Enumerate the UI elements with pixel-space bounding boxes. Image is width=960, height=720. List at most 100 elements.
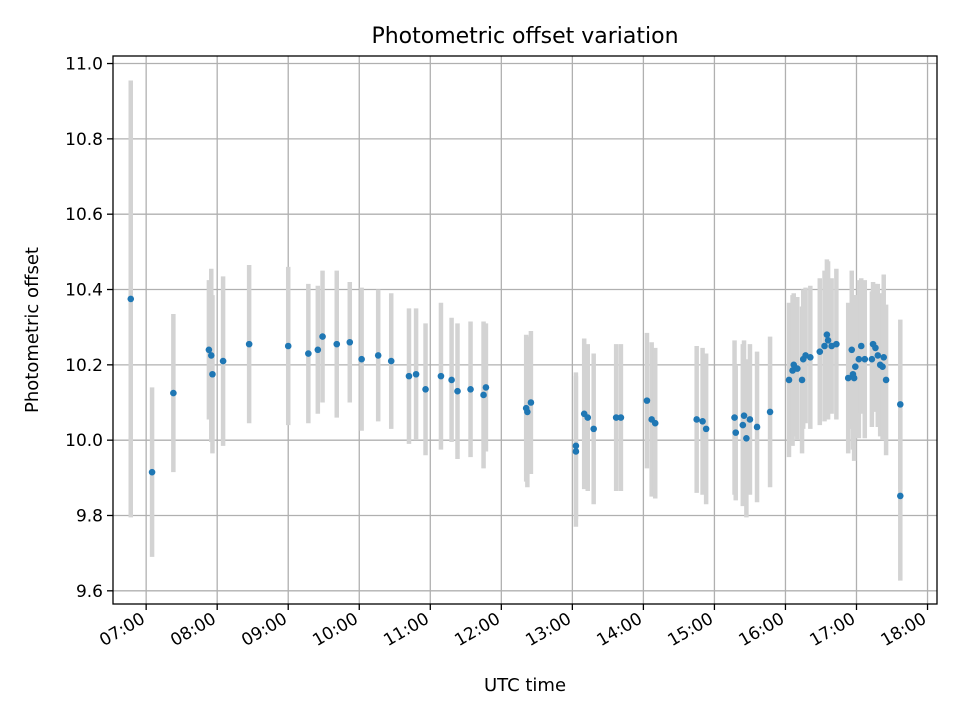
x-tick-label: 16:00	[736, 609, 788, 651]
data-point	[643, 397, 651, 404]
data-point	[467, 386, 474, 393]
data-point	[346, 338, 354, 346]
x-tick-label: 07:00	[96, 609, 148, 651]
data-point	[857, 342, 865, 350]
data-point	[305, 350, 312, 357]
data-point	[896, 492, 904, 500]
y-axis-label: Photometric offset	[22, 247, 43, 413]
y-axis-ticks: 9.6 9.8 10.0 10.2 10.4 10.6 10.8 11.0	[65, 55, 113, 602]
data-points	[127, 295, 904, 500]
data-point	[798, 376, 806, 384]
data-point	[821, 342, 828, 350]
x-tick-label: 14:00	[593, 609, 645, 651]
data-point	[880, 354, 888, 361]
data-point	[482, 384, 490, 391]
data-point	[816, 348, 824, 355]
data-point	[824, 337, 832, 344]
data-point	[219, 357, 227, 365]
data-point	[823, 331, 831, 339]
x-tick-label: 12:00	[451, 609, 503, 651]
data-point	[284, 342, 292, 350]
plot-frame	[112, 55, 938, 605]
x-tick-label: 08:00	[167, 609, 219, 651]
data-point	[524, 408, 531, 416]
data-point	[148, 468, 156, 476]
data-point	[855, 355, 863, 363]
y-tick-label: 10.6	[65, 205, 103, 225]
data-point	[753, 423, 761, 431]
data-point	[785, 376, 793, 384]
data-point	[412, 370, 420, 378]
x-tick-label: 18:00	[878, 609, 930, 651]
grid-lines	[113, 56, 937, 604]
data-point	[766, 408, 774, 416]
data-point	[205, 346, 213, 354]
y-tick-label: 10.4	[65, 281, 103, 301]
data-point	[807, 354, 814, 361]
data-point	[584, 414, 592, 421]
data-point	[732, 429, 740, 436]
data-point	[872, 344, 879, 352]
data-point	[314, 346, 322, 354]
data-point	[861, 355, 869, 363]
data-point	[879, 363, 886, 371]
data-point	[437, 372, 445, 380]
y-tick-label: 10.0	[65, 431, 103, 451]
data-point	[358, 355, 365, 363]
data-point	[612, 414, 620, 421]
data-point	[405, 372, 413, 380]
x-tick-label: 17:00	[807, 609, 859, 651]
chart-title: Photometric offset variation	[371, 24, 678, 49]
data-point	[422, 386, 429, 393]
data-point	[527, 399, 535, 406]
data-point	[882, 376, 890, 384]
data-point	[848, 346, 856, 354]
data-point	[333, 340, 341, 348]
y-tick-label: 10.8	[65, 130, 103, 150]
data-point	[852, 363, 859, 371]
x-axis-label: UTC time	[484, 675, 566, 696]
y-tick-label: 9.8	[76, 506, 103, 526]
data-point	[617, 414, 625, 421]
data-point	[739, 421, 747, 429]
data-point	[693, 416, 700, 423]
data-point	[699, 418, 706, 425]
data-point	[746, 416, 754, 423]
data-point	[572, 442, 580, 450]
x-tick-label: 11:00	[380, 609, 432, 651]
data-point	[590, 425, 597, 433]
data-point	[207, 352, 215, 359]
data-point	[731, 414, 738, 421]
data-point	[833, 340, 840, 348]
x-tick-label: 10:00	[309, 609, 361, 651]
x-tick-label: 15:00	[664, 609, 716, 651]
x-tick-label: 09:00	[238, 609, 290, 651]
data-point	[740, 412, 748, 419]
data-point	[374, 352, 382, 359]
y-tick-label: 11.0	[65, 55, 103, 75]
data-point	[896, 401, 904, 408]
data-point	[209, 370, 216, 378]
data-point	[480, 391, 487, 399]
x-axis-ticks: 07:00 08:00 09:00 10:00 11:00 12:00 13:00 14:00…	[96, 604, 930, 651]
data-point	[572, 448, 580, 455]
x-tick-label: 13:00	[522, 609, 574, 651]
data-point	[454, 387, 461, 395]
data-point	[245, 340, 253, 348]
data-point	[702, 425, 710, 433]
data-point	[793, 365, 801, 372]
data-point	[743, 434, 750, 442]
data-point	[387, 357, 395, 365]
data-point	[651, 419, 659, 427]
data-point	[850, 374, 858, 382]
data-point	[868, 355, 876, 363]
data-point	[170, 389, 177, 397]
data-point	[319, 333, 326, 340]
data-point	[127, 295, 135, 303]
y-tick-label: 10.2	[65, 356, 103, 376]
y-tick-label: 9.6	[76, 582, 103, 602]
data-point	[448, 376, 455, 384]
data-point	[844, 374, 852, 382]
data-point	[874, 352, 882, 359]
